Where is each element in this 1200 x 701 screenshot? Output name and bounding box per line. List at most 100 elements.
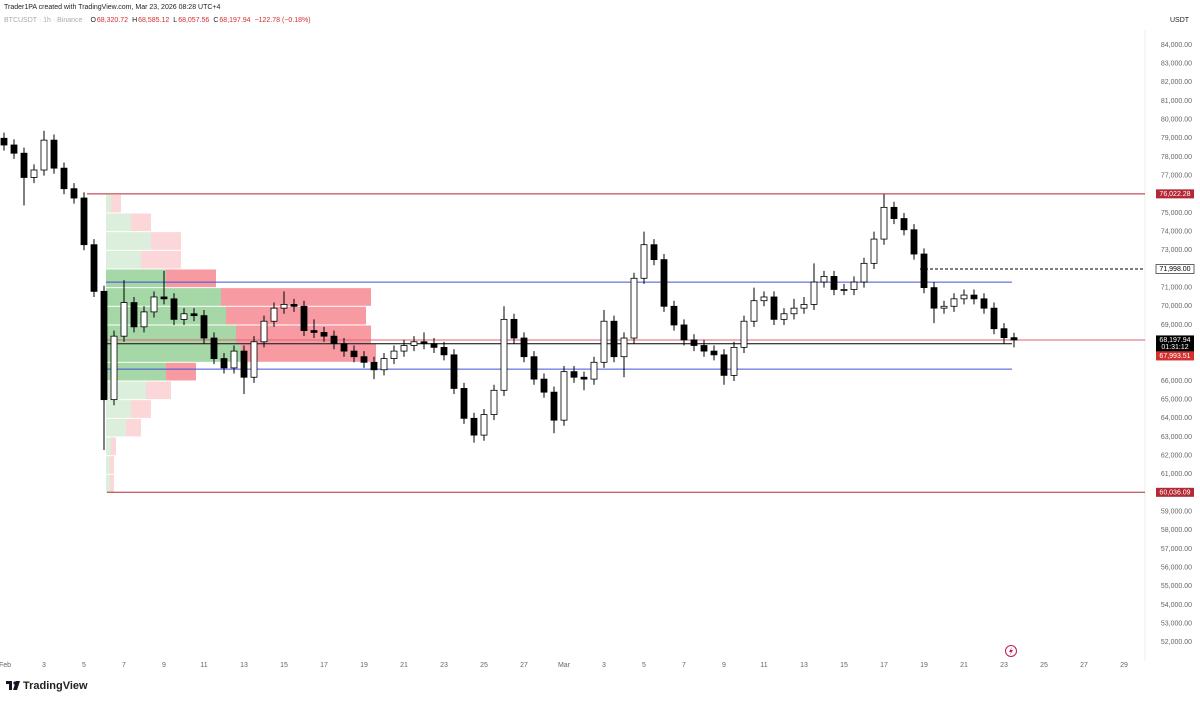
y-tick-label: 70,000.00	[1161, 303, 1192, 310]
y-tick-label: 77,000.00	[1161, 172, 1192, 179]
candle-body	[820, 276, 828, 283]
candle-body	[850, 281, 858, 290]
x-tick-label: 13	[240, 662, 248, 669]
x-tick-label: 25	[480, 662, 488, 669]
x-tick-label: Mar	[558, 662, 571, 669]
profile-up	[106, 194, 111, 213]
candle-body	[680, 324, 688, 341]
y-tick-label: 81,000.00	[1161, 98, 1192, 105]
candle-body	[540, 378, 548, 393]
y-tick-label: 58,000.00	[1161, 527, 1192, 534]
candle-body	[440, 346, 448, 356]
profile-up	[106, 250, 141, 269]
y-tick-label: 82,000.00	[1161, 79, 1192, 86]
profile-down	[110, 456, 114, 474]
x-tick-label: 13	[800, 662, 808, 669]
candle-body	[830, 276, 838, 290]
candle-body	[390, 350, 398, 359]
ohlc-value: 68,320.72	[97, 17, 128, 24]
candle-body	[910, 229, 918, 255]
candle-body	[380, 358, 388, 371]
y-tick-label: 75,000.00	[1161, 210, 1192, 217]
candle-body	[80, 197, 88, 246]
x-tick-label: Feb	[0, 662, 11, 669]
candle-body	[350, 350, 358, 358]
price-label: 71,998.00	[1159, 266, 1190, 273]
price-label: 76,022.28	[1159, 191, 1190, 198]
candle-body	[960, 294, 968, 300]
x-tick-label: 17	[320, 662, 328, 669]
candle-body	[890, 206, 898, 219]
ohlc-change: −122.78 (−0.18%)	[255, 17, 311, 24]
profile-down	[131, 213, 151, 232]
y-tick-label: 54,000.00	[1161, 602, 1192, 609]
candle-body	[160, 296, 168, 300]
candle-body	[570, 371, 578, 378]
x-tick-label: 19	[360, 662, 368, 669]
candle-body	[490, 389, 498, 415]
ohlc-key: H	[132, 17, 137, 24]
ohlc-value: 68,197.94	[219, 17, 250, 24]
candle-body	[950, 298, 958, 307]
y-tick-label: 78,000.00	[1161, 154, 1192, 161]
candle-body	[870, 238, 878, 264]
y-tick-label: 69,000.00	[1161, 322, 1192, 329]
profile-up	[106, 344, 241, 362]
candle-body	[550, 391, 558, 421]
y-tick-label: 52,000.00	[1161, 639, 1192, 646]
candle-body	[560, 371, 568, 421]
y-tick-label: 74,000.00	[1161, 228, 1192, 235]
candle-body	[620, 337, 628, 358]
ohlc-key: O	[90, 17, 96, 24]
flash-icon[interactable]	[1005, 645, 1017, 657]
candle-body	[470, 417, 478, 436]
candle-body	[200, 315, 208, 339]
candle-body	[940, 305, 948, 309]
profile-down	[110, 474, 114, 493]
countdown: 01:31:12	[1161, 344, 1188, 351]
candle-body	[700, 345, 708, 352]
candle-body	[670, 305, 678, 326]
profile-down	[111, 194, 121, 213]
x-tick-label: 27	[1080, 662, 1088, 669]
x-tick-label: 27	[520, 662, 528, 669]
candle-body	[10, 144, 18, 154]
price-label: 60,036.09	[1159, 489, 1190, 496]
tradingview-logo[interactable]	[6, 681, 20, 690]
candle-body	[990, 307, 998, 330]
candle-body	[580, 376, 588, 380]
price-label-box	[1156, 351, 1194, 361]
candle-body	[130, 302, 138, 328]
x-tick-label: 21	[400, 662, 408, 669]
candle-body	[370, 361, 378, 371]
brand[interactable]: TradingView	[23, 680, 88, 692]
x-tick-label: 7	[122, 662, 126, 669]
profile-down	[146, 381, 171, 400]
candle-body	[930, 287, 938, 309]
x-tick-label: 7	[682, 662, 686, 669]
y-tick-label: 61,000.00	[1161, 471, 1192, 478]
ohlc-key: L	[173, 17, 177, 24]
candle-body	[760, 296, 768, 302]
y-tick-label: 62,000.00	[1161, 452, 1192, 459]
candle-body	[750, 300, 758, 322]
profile-down	[221, 288, 371, 306]
x-tick-label: 3	[602, 662, 606, 669]
candle-body	[920, 253, 928, 289]
profile-up	[106, 418, 126, 437]
candle-body	[290, 304, 298, 307]
candle-body	[250, 341, 258, 378]
x-tick-label: 5	[82, 662, 86, 669]
profile-up	[106, 400, 131, 418]
profile-down	[166, 362, 196, 381]
profile-down	[131, 400, 151, 418]
candle-body	[210, 337, 218, 359]
x-tick-label: 19	[920, 662, 928, 669]
candle-body	[90, 244, 98, 292]
profile-up	[106, 213, 131, 232]
y-tick-label: 65,000.00	[1161, 396, 1192, 403]
symbol-line: BTCUSDT · 1h · Binance O 68,320.72 H 68,585…	[4, 17, 311, 24]
candle-body	[280, 304, 288, 309]
candle-body	[1000, 328, 1008, 339]
y-tick-label: 80,000.00	[1161, 116, 1192, 123]
